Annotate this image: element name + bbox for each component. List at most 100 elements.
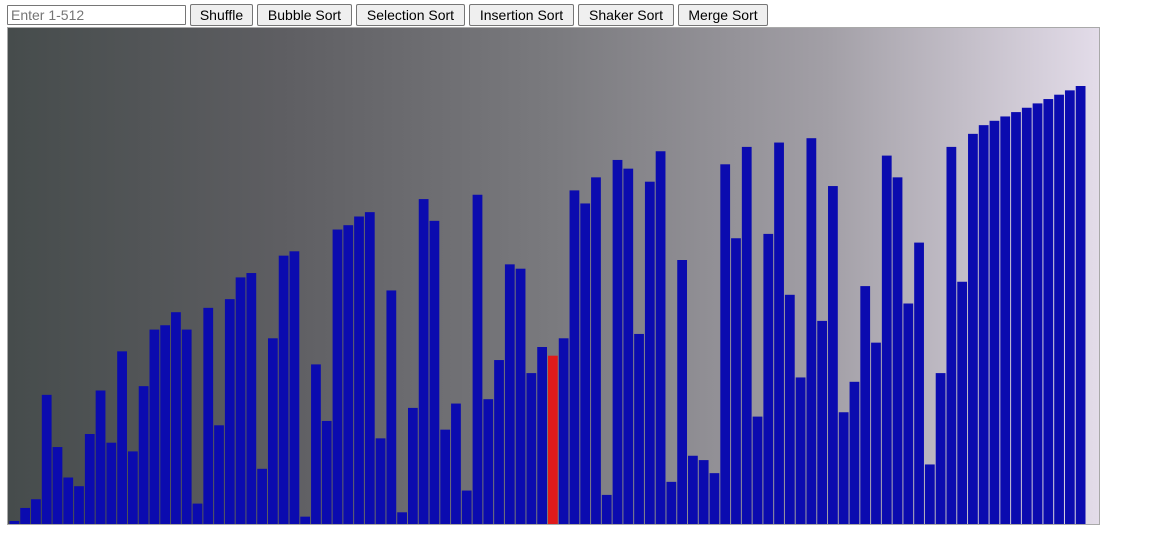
bar <box>289 251 300 524</box>
bar <box>698 460 709 524</box>
bar <box>429 220 440 524</box>
bar <box>731 238 741 524</box>
bar <box>375 438 386 524</box>
bar <box>817 320 828 524</box>
bar <box>1011 112 1021 524</box>
bar <box>117 351 127 524</box>
bar <box>278 255 289 524</box>
bar <box>612 159 623 524</box>
bar <box>52 447 63 524</box>
bar <box>1064 90 1075 524</box>
bar <box>580 203 591 524</box>
bubble-sort-button[interactable]: Bubble Sort <box>257 4 352 26</box>
bar <box>515 268 526 524</box>
bar <box>892 177 903 524</box>
bar <box>871 342 881 524</box>
bar <box>935 373 946 524</box>
bar <box>192 503 203 524</box>
bar <box>634 333 644 524</box>
array-size-input[interactable] <box>7 5 186 25</box>
bar <box>321 420 332 524</box>
bar <box>849 381 860 524</box>
insertion-sort-button[interactable]: Insertion Sort <box>469 4 574 26</box>
merge-sort-button[interactable]: Merge Sort <box>678 4 768 26</box>
bar <box>569 190 580 524</box>
bar <box>494 360 504 524</box>
bar <box>914 242 924 524</box>
bar <box>214 425 224 524</box>
bar <box>720 164 731 524</box>
bar <box>386 290 397 524</box>
bar <box>946 146 957 524</box>
bar <box>774 142 784 524</box>
bar <box>397 512 407 524</box>
bar <box>623 168 634 524</box>
bar-highlighted <box>548 355 558 524</box>
bar <box>257 468 267 524</box>
bar <box>1075 86 1086 524</box>
bar <box>795 377 806 524</box>
bar <box>1000 116 1011 524</box>
bar <box>149 329 160 524</box>
bar <box>224 299 235 524</box>
selection-sort-button[interactable]: Selection Sort <box>356 4 465 26</box>
shaker-sort-button[interactable]: Shaker Sort <box>578 4 674 26</box>
bar <box>203 307 214 524</box>
bar <box>806 138 817 524</box>
bar <box>784 294 795 524</box>
sort-visualization-canvas <box>7 27 1100 525</box>
bar <box>41 394 52 524</box>
bar <box>860 286 871 524</box>
bar <box>267 338 278 524</box>
bar <box>1054 94 1064 524</box>
bar <box>418 199 429 524</box>
bar <box>688 455 698 524</box>
bar <box>332 229 343 524</box>
bar <box>741 146 752 524</box>
bar <box>655 151 666 524</box>
bar <box>31 499 41 524</box>
bar <box>483 399 494 524</box>
bar <box>709 473 720 524</box>
bar <box>1043 99 1054 524</box>
bar-chart <box>9 86 1086 524</box>
bar <box>537 347 547 524</box>
bar <box>601 494 612 524</box>
bar <box>591 177 601 524</box>
bar <box>924 464 935 524</box>
bar <box>84 434 95 524</box>
bar <box>20 507 31 524</box>
toolbar: Shuffle Bubble Sort Selection Sort Inser… <box>7 4 768 26</box>
bar <box>311 364 321 524</box>
bar <box>246 273 257 524</box>
shuffle-button[interactable]: Shuffle <box>190 4 253 26</box>
bar <box>364 212 375 524</box>
bar <box>407 407 418 524</box>
bar <box>1021 107 1032 524</box>
bar <box>558 338 569 524</box>
bar <box>461 490 472 524</box>
bar <box>472 194 483 524</box>
bar <box>828 186 838 524</box>
bar <box>504 264 515 524</box>
bar <box>9 521 20 524</box>
bar <box>903 303 914 524</box>
bar <box>451 403 461 524</box>
bar <box>666 481 677 524</box>
bar <box>235 277 246 524</box>
bar <box>763 233 774 524</box>
bar <box>127 451 138 524</box>
bar <box>300 516 311 524</box>
bar <box>957 281 968 524</box>
bar <box>63 477 74 524</box>
bar <box>138 386 149 524</box>
bar <box>171 312 181 524</box>
bar <box>989 120 1000 524</box>
bar <box>343 225 354 524</box>
bar <box>644 181 655 524</box>
bar <box>74 486 84 524</box>
bar <box>968 133 978 524</box>
bar <box>838 412 849 524</box>
bar <box>354 216 364 524</box>
bar <box>752 416 763 524</box>
